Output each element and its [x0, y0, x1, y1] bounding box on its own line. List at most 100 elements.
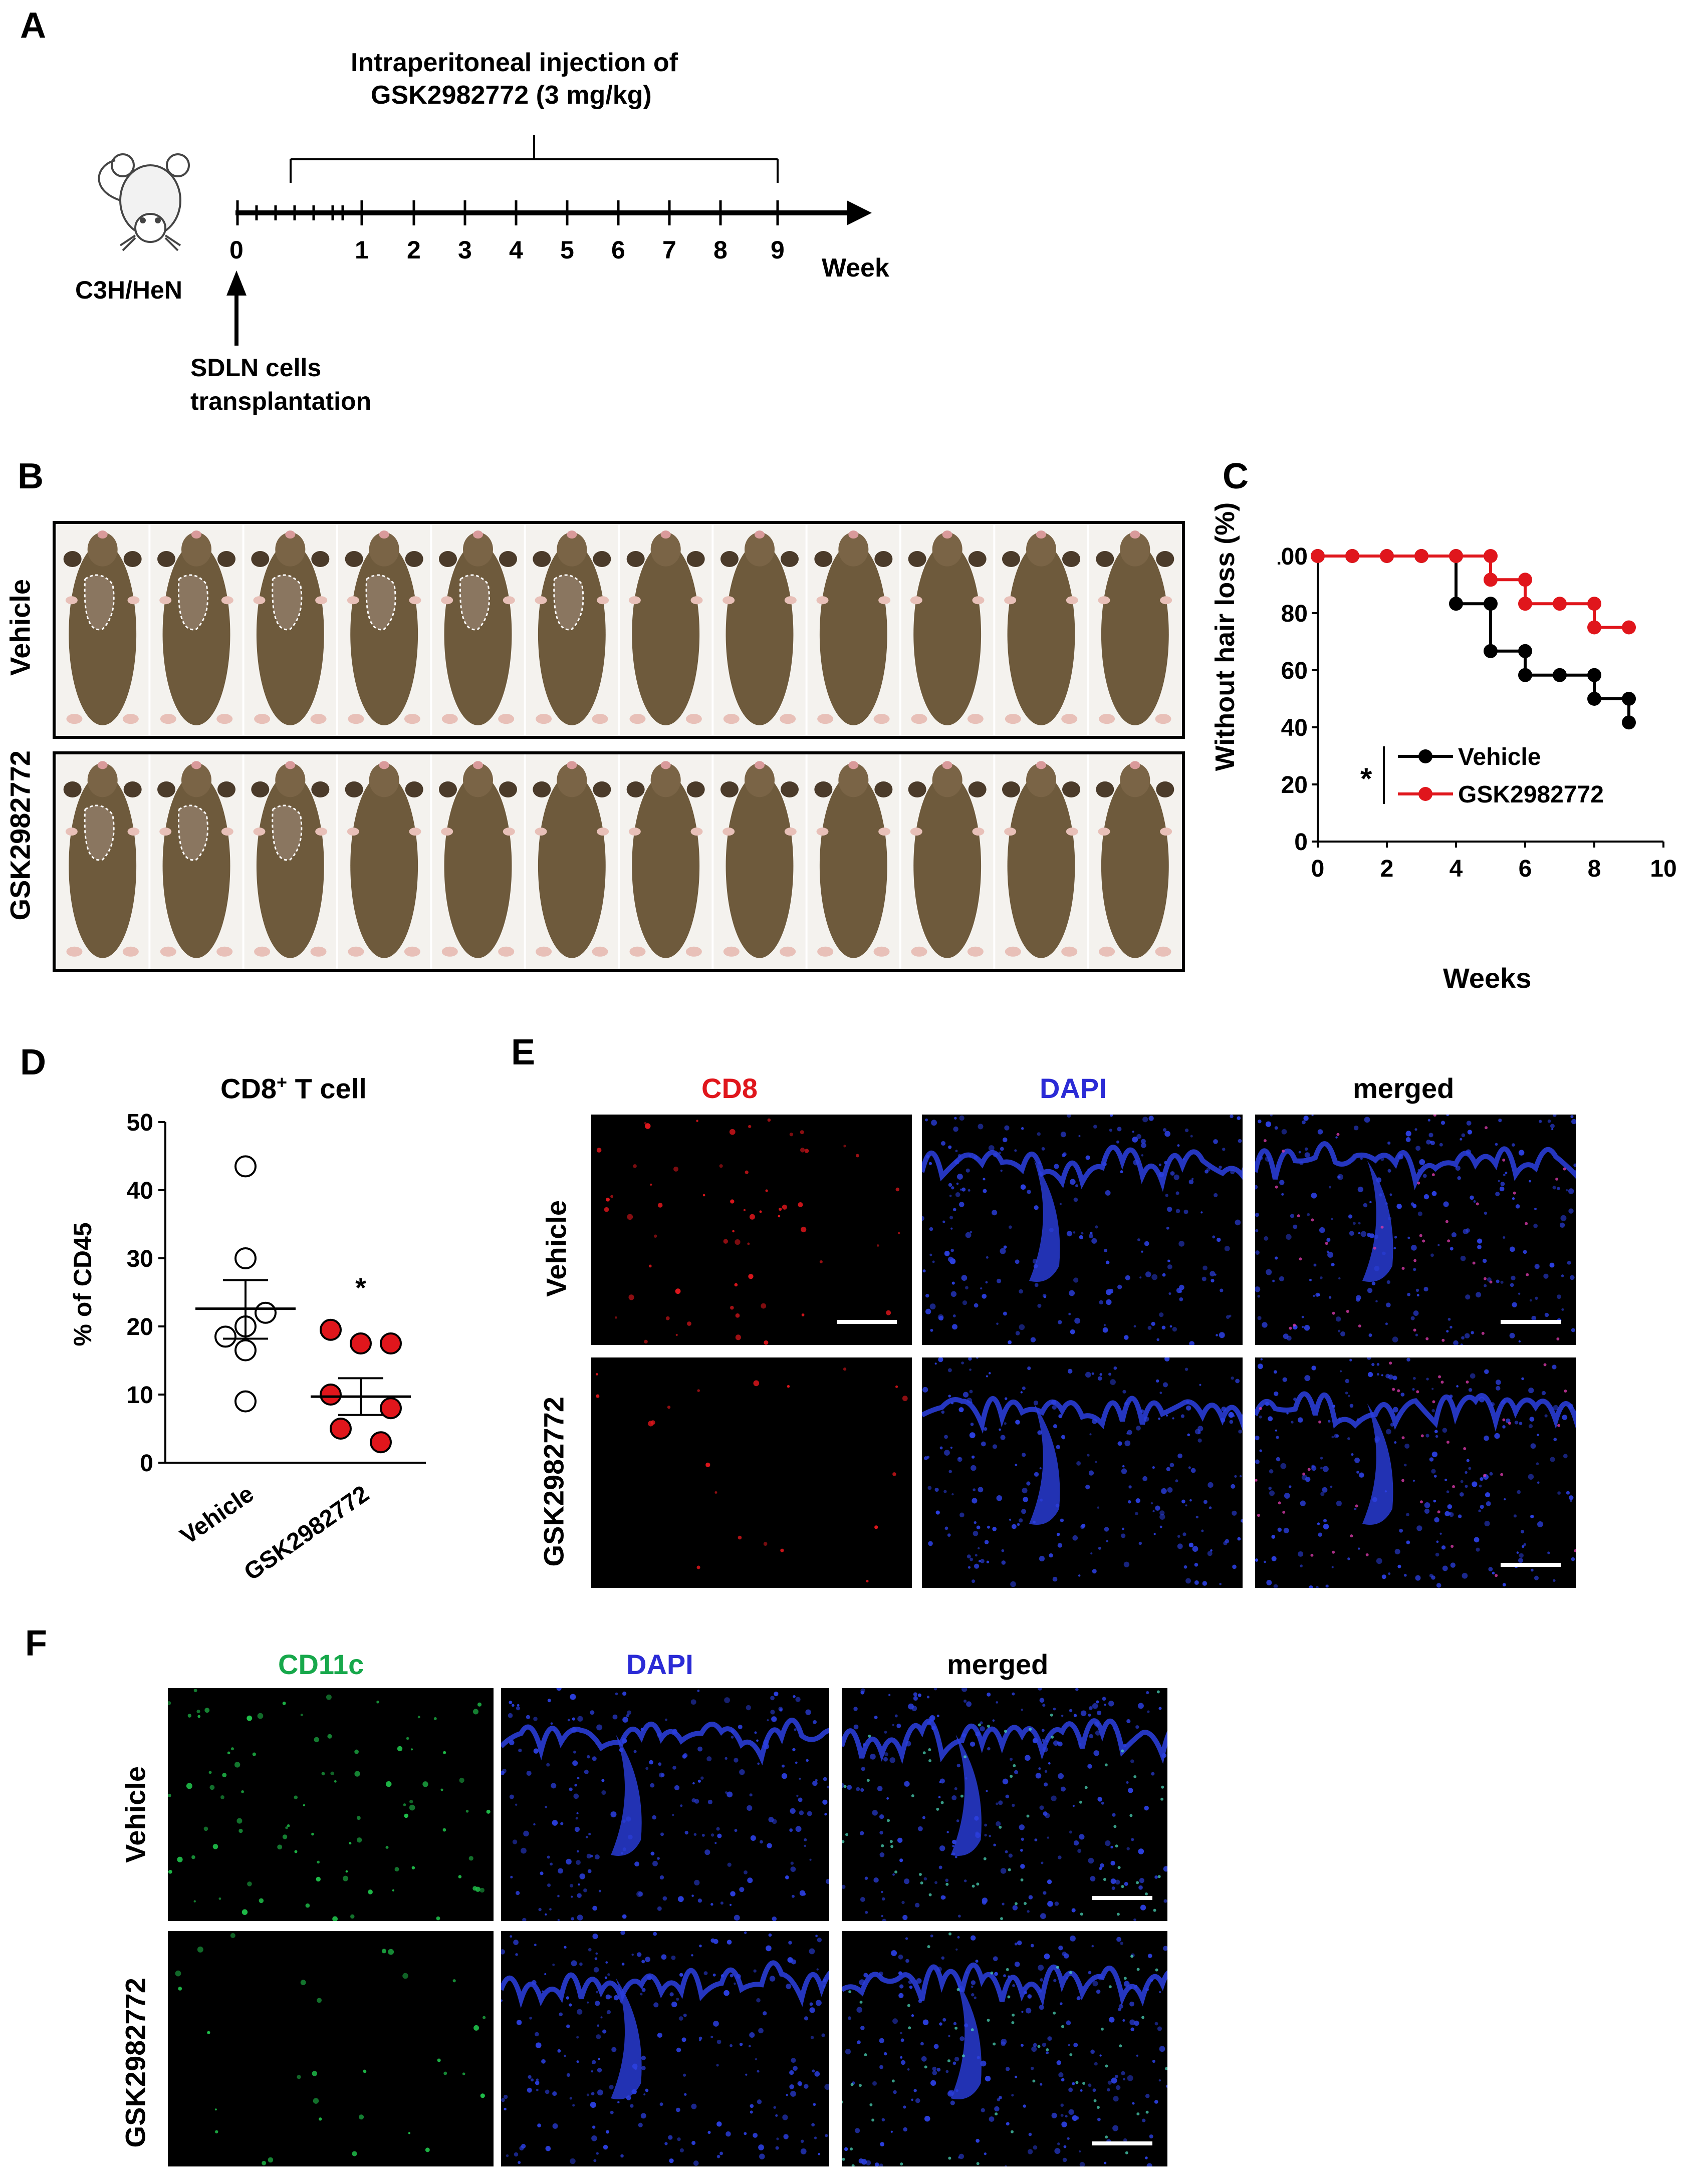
panel-label-b: B — [18, 456, 44, 496]
chart-d-title-rest: T cell — [287, 1072, 367, 1105]
photo-row-label-vehicle: Vehicle — [4, 579, 36, 676]
panel-f-dapi-vehicle — [501, 1688, 829, 1921]
panel-e-row-vehicle: Vehicle — [540, 1200, 572, 1297]
chart-c-point — [1587, 668, 1601, 682]
chart-c-xtick-label: 6 — [1519, 856, 1532, 882]
chart-d-category-label: Vehicle — [175, 1481, 259, 1550]
chart-d-point — [255, 1301, 277, 1324]
chart-d-point — [234, 1247, 257, 1269]
panel-f-cd11c-vehicle-texture — [168, 1689, 491, 1921]
hair-loss-outline — [553, 574, 584, 631]
mouse-icon — [98, 153, 190, 251]
timeline-arrowhead — [847, 200, 872, 225]
scale-bar — [1501, 1320, 1561, 1324]
chart-c-series-line-1 — [1318, 555, 1629, 629]
timeline-diagram — [98, 135, 872, 346]
chart-c-point — [1484, 573, 1498, 587]
chart-c-xtick-label: 10 — [1650, 856, 1676, 882]
panel-f-col-cd11c: CD11c — [278, 1649, 364, 1680]
transplant-arrow-head — [226, 270, 247, 296]
photo-grid-vehicle — [53, 521, 1185, 739]
week-tick-4: 4 — [509, 236, 523, 264]
panel-f-dapi-gsk-texture — [501, 1931, 829, 2166]
photo-strip-vehicle — [57, 524, 1181, 736]
chart-d-ytick-label: 0 — [140, 1450, 153, 1477]
mouse-photo-vehicle-10 — [901, 524, 994, 736]
panel-label-e: E — [511, 1032, 536, 1072]
panel-f-cd11c-gsk — [168, 1931, 494, 2166]
mouse-photo-gsk-8 — [713, 754, 806, 969]
mouse-photo-gsk-12 — [1089, 754, 1181, 969]
mouse-photo-vehicle-2 — [150, 524, 243, 736]
chart-c-xtick-label: 4 — [1450, 856, 1463, 882]
mouse-photo-gsk-4 — [338, 754, 430, 969]
mouse-photo-vehicle-12 — [1089, 524, 1181, 736]
week-tick-3: 3 — [458, 236, 472, 264]
transplant-label-line2: transplantation — [190, 387, 372, 415]
chart-d-title-main: CD8 — [220, 1072, 277, 1105]
chart-c-point — [1311, 549, 1325, 563]
hair-loss-outline — [365, 574, 396, 631]
chart-c-point — [1380, 549, 1394, 563]
mouse-photo-gsk-10 — [901, 754, 994, 969]
chart-c-point — [1449, 597, 1463, 611]
panel-e-dapi-gsk-texture — [922, 1357, 1243, 1587]
chart-c-point — [1622, 620, 1636, 635]
hair-loss-outline — [84, 574, 115, 631]
chart-c-point — [1414, 549, 1428, 563]
chart-c-point — [1518, 573, 1532, 587]
chart-c-xtick-label: 0 — [1311, 856, 1325, 882]
panel-e-merged-vehicle — [1255, 1115, 1576, 1345]
scale-bar — [837, 1320, 897, 1324]
panel-e-cd8-vehicle — [591, 1115, 912, 1345]
panel-e-merged-vehicle-texture — [1255, 1115, 1576, 1345]
chart-d-ytick-label: 30 — [127, 1246, 153, 1272]
hair-loss-outline — [272, 804, 303, 861]
panel-e-cd8-gsk-texture — [596, 1368, 908, 1582]
photo-row-label-gsk: GSK2982772 — [4, 750, 36, 921]
chart-d-point — [330, 1418, 352, 1440]
mouse-photo-vehicle-1 — [57, 524, 149, 736]
chart-d-point — [380, 1332, 402, 1354]
mouse-photo-gsk-3 — [244, 754, 336, 969]
chart-c-legend-marker — [1418, 787, 1432, 801]
chart-d-point — [234, 1339, 257, 1361]
mouse-photo-gsk-2 — [150, 754, 243, 969]
chart-c-ytick-label: 0 — [1294, 829, 1308, 856]
chart-c-point — [1518, 644, 1532, 658]
panel-e-col-cd8: CD8 — [701, 1072, 758, 1104]
week-tick-9: 9 — [771, 236, 785, 264]
week-tick-0: 0 — [229, 236, 244, 264]
chart-d-title: CD8+ T cell — [220, 1072, 367, 1105]
panel-f-dapi-vehicle-texture — [501, 1688, 829, 1921]
chart-c-point — [1518, 597, 1532, 611]
chart-d-point — [320, 1384, 342, 1406]
chart-c-significance-star: * — [1360, 762, 1372, 795]
scale-bar — [1092, 1896, 1152, 1900]
chart-d-ytick-label: 40 — [127, 1178, 153, 1204]
chart-c-point — [1553, 597, 1567, 611]
chart-c-xtick-label: 2 — [1380, 856, 1394, 882]
chart-c-point — [1587, 692, 1601, 706]
chart-d-point — [370, 1431, 392, 1454]
chart-d-category-label: GSK2982772 — [239, 1481, 374, 1586]
panel-e-dapi-vehicle-texture — [922, 1115, 1243, 1345]
chart-c-point — [1587, 620, 1601, 635]
mouse-photo-vehicle-8 — [713, 524, 806, 736]
week-tick-1: 1 — [355, 236, 369, 264]
panel-f-merged-vehicle — [842, 1688, 1167, 1921]
chart-c-xlabel: Weeks — [1443, 962, 1532, 994]
chart-c-survival: 0 20 40 60 80 100 0 2 4 6 8 10 Vehicle GSK2982772 * — [1278, 543, 1677, 882]
chart-c-ytick-label: 20 — [1281, 772, 1308, 798]
week-tick-8: 8 — [713, 236, 728, 264]
chart-c-legend-marker — [1418, 749, 1432, 763]
panel-label-c: C — [1223, 456, 1249, 496]
hair-loss-outline — [177, 804, 208, 861]
panel-e-row-gsk: GSK2982772 — [538, 1397, 570, 1567]
panel-label-d: D — [20, 1042, 46, 1082]
chart-c-ytick-label: 80 — [1281, 601, 1308, 627]
panel-f-cd11c-gsk-texture — [175, 1933, 486, 2165]
mouse-photo-vehicle-7 — [620, 524, 712, 736]
week-tick-2: 2 — [407, 236, 421, 264]
chart-c-xtick-label: 8 — [1588, 856, 1601, 882]
